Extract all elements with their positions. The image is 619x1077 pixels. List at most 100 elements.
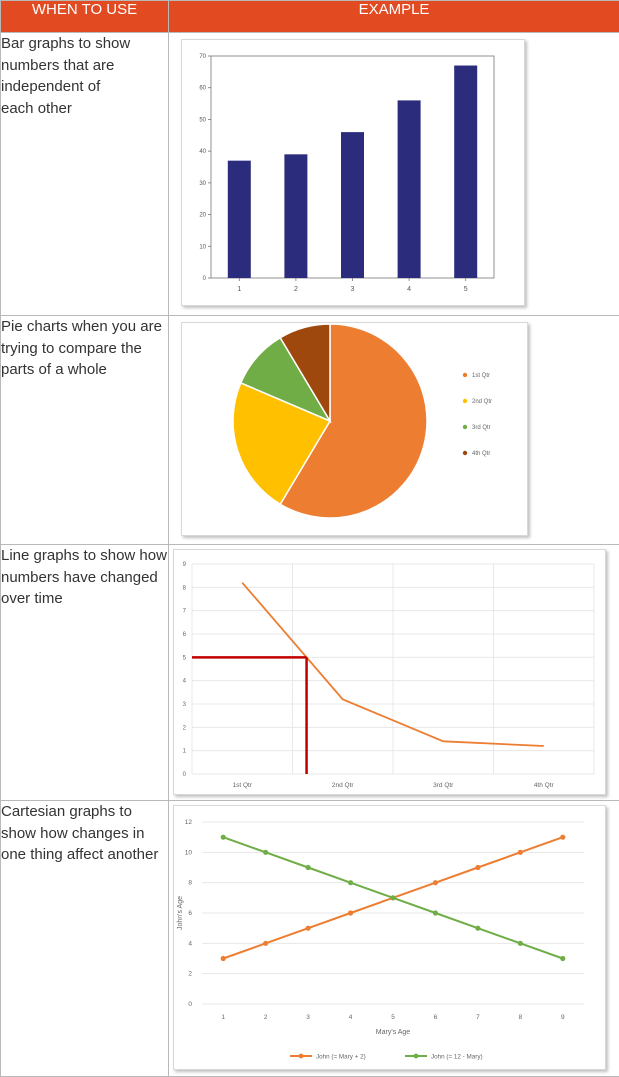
y-tick-label: 2 [183,725,187,731]
row-description: Cartesian graphs to show how changes in … [0,800,169,1077]
data-point [432,910,439,916]
legend-marker [462,424,468,430]
y-tick-label: 3 [183,702,187,708]
data-point [517,849,523,855]
example-cell: 0 1 2 3 4 5 6 7 8 9 1st Qtr 2nd Qtr 3rd Qtr 4th Qtr [168,544,619,801]
data-point [220,834,226,840]
y-tick-label: 0 [183,772,187,778]
y-tick-label: 50 [199,117,206,123]
y-tick-label: 6 [183,632,187,638]
x-tick-label: 7 [476,1014,480,1021]
description-line: over time [1,590,63,607]
legend-marker [298,1053,304,1059]
x-tick-label: 4 [407,286,411,293]
row-description: Line graphs to show how numbers have cha… [0,544,169,801]
x-tick-label: 4th Qtr [534,782,555,789]
y-tick-label: 5 [183,655,187,661]
row-description: Pie charts when you are trying to compar… [0,315,169,545]
y-tick-label: 20 [199,213,206,219]
chart-panel: 1st Qtr 2nd Qtr 3rd Qtr 4th Qtr [181,322,528,536]
x-tick-label: 8 [519,1014,523,1021]
table-row: Pie charts when you are trying to compar… [0,315,619,545]
legend-marker [413,1053,419,1059]
data-point [517,940,523,946]
data-point [263,940,269,946]
data-point [390,895,396,901]
bar-chart: 0 10 20 30 40 50 60 70 1 2 3 4 5 [199,54,495,293]
description-line: Bar graphs to show [1,35,131,52]
x-tick-label: 1 [221,1014,225,1021]
description-line: numbers that are [1,56,115,74]
y-tick-label: 40 [199,149,206,155]
description-line: Line graphs to show how [1,547,167,564]
y-tick-label: 70 [199,54,206,60]
y-tick-label: 60 [199,86,206,92]
x-tick-label: 9 [561,1014,565,1021]
bar [284,154,308,278]
x-tick-label: 2 [264,1014,268,1021]
data-point [475,925,481,931]
x-tick-label: 4 [349,1014,353,1021]
x-tick-label: 3 [351,286,355,293]
legend-label: John (= Mary + 2) [316,1054,366,1061]
data-point [220,955,226,962]
bar [341,132,364,278]
legend-marker [462,450,468,456]
description-line: Cartesian graphs to [1,803,132,820]
legend-label: John (= 12 - Mary) [431,1054,483,1061]
y-tick-label: 8 [188,880,192,887]
data-point [347,880,354,886]
y-tick-label: 6 [188,910,192,917]
y-tick-label: 4 [183,679,187,685]
legend-marker [462,398,468,404]
y-tick-label: 12 [185,819,193,826]
x-tick-label: 6 [434,1014,438,1021]
description-line: trying to compare the [1,339,142,357]
legend-label: 4th Qtr [472,451,490,457]
y-axis-label: John's Age [177,896,184,930]
header-row: WHEN TO USE EXAMPLE [0,0,619,33]
legend-marker [462,372,468,378]
header-example: EXAMPLE [168,0,619,33]
legend-label: 3rd Qtr [472,425,491,431]
pie-slice [279,323,331,424]
y-tick-label: 7 [183,609,187,615]
data-point [305,925,311,931]
data-point [432,880,439,886]
series-line [241,582,544,747]
x-tick-label: 1 [237,286,241,293]
y-tick-label: 0 [203,276,207,282]
description-line: parts of a whole [1,361,107,378]
bar [454,65,478,278]
y-tick-label: 10 [185,849,193,856]
x-tick-label: 3 [306,1014,310,1021]
data-point [347,910,354,916]
y-tick-label: 8 [183,585,187,591]
data-point [305,864,311,871]
y-tick-label: 10 [199,244,206,250]
chart-panel: 0 2 4 6 8 10 12 1 2 3 4 5 6 7 8 9 Mary's Age John's Age Jo… [173,805,606,1070]
x-tick-label: 5 [391,1014,395,1021]
chart-panel: 0 10 20 30 40 50 60 70 1 2 3 4 5 [181,39,525,306]
pie-chart: 1st Qtr 2nd Qtr 3rd Qtr 4th Qtr [232,323,492,519]
data-point [263,849,269,855]
y-tick-label: 1 [183,749,187,755]
header-when-to-use: WHEN TO USE [0,0,169,33]
chart-panel: 0 1 2 3 4 5 6 7 8 9 1st Qtr 2nd Qtr 3rd Qtr 4th Qtr [173,549,606,795]
table-row: Cartesian graphs to show how changes in … [0,800,619,1077]
y-tick-label: 2 [188,971,192,978]
y-tick-label: 9 [183,562,187,568]
description-line: one thing affect another [1,846,159,863]
data-point [475,864,481,871]
bar [397,100,421,279]
pie-slice [279,323,428,519]
pie-slice [232,381,332,506]
x-tick-label: 1st Qtr [232,782,252,789]
data-point [560,955,566,962]
legend-label: 1st Qtr [472,373,490,379]
description-line: Pie charts when you are [1,318,162,335]
y-tick-label: 0 [188,1001,192,1008]
example-cell: 0 2 4 6 8 10 12 1 2 3 4 5 6 7 8 9 Mary's Age John's Age Jo… [168,800,619,1077]
